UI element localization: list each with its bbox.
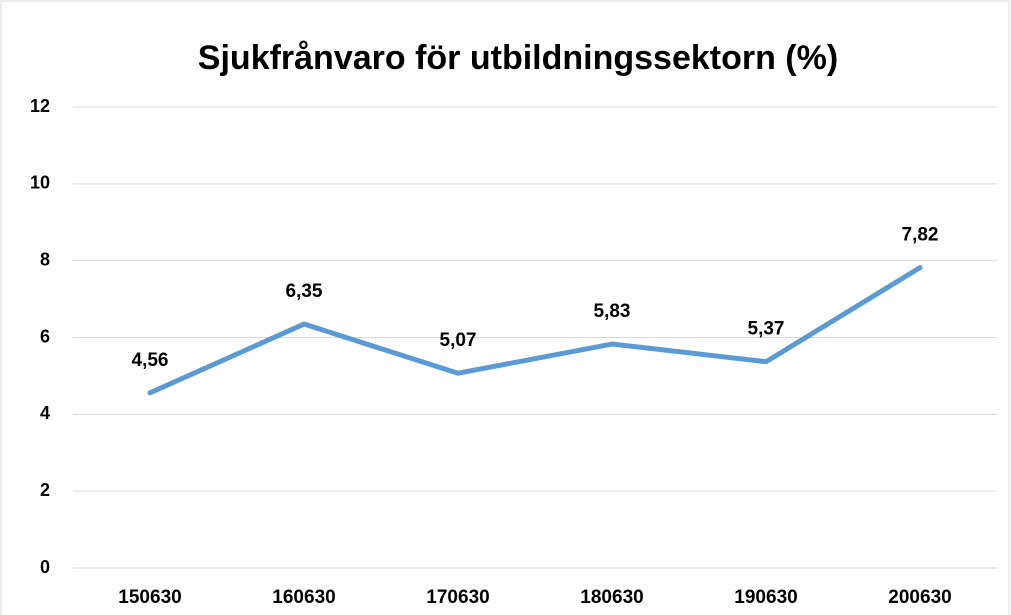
y-tick-label: 6	[40, 326, 50, 346]
y-tick-label: 8	[40, 249, 50, 269]
data-label: 6,35	[286, 281, 323, 302]
x-tick-label: 160630	[272, 587, 335, 608]
x-tick-label: 190630	[734, 587, 797, 608]
x-tick-label: 150630	[118, 587, 181, 608]
data-label: 5,37	[748, 319, 785, 340]
data-label: 4,56	[132, 350, 169, 371]
y-tick-label: 2	[40, 480, 50, 500]
data-line	[147, 265, 923, 396]
data-label: 5,83	[594, 301, 631, 322]
x-tick-label: 200630	[888, 587, 951, 608]
y-tick-label: 4	[40, 403, 50, 423]
y-tick-label: 0	[40, 557, 50, 577]
y-tick-label: 10	[30, 173, 50, 193]
chart-title: Sjukfrånvaro för utbildningssektorn (%)	[198, 39, 838, 77]
data-label: 5,07	[440, 330, 477, 351]
data-label: 7,82	[902, 225, 939, 246]
x-tick-label: 170630	[426, 587, 489, 608]
y-tick-label: 12	[30, 96, 50, 116]
x-tick-label: 180630	[580, 587, 643, 608]
